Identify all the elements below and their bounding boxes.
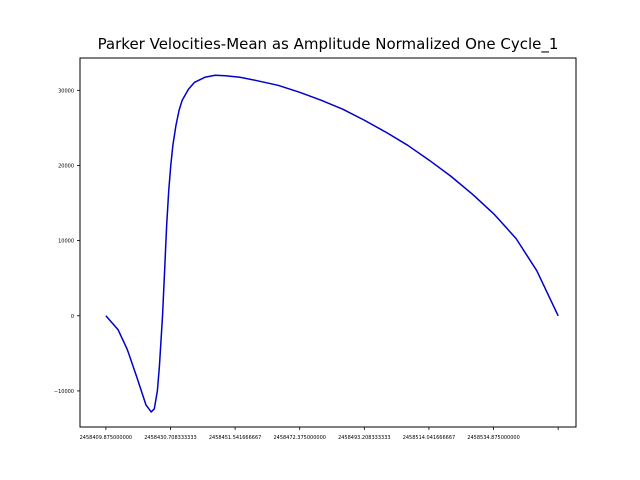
x-tick-label: 2458409.875000000 xyxy=(80,435,133,441)
chart-title: Parker Velocities-Mean as Amplitude Norm… xyxy=(98,35,559,54)
y-tick-label: 30000 xyxy=(58,88,74,94)
plot-area xyxy=(79,57,577,428)
x-tick-label: 2458451.541666667 xyxy=(209,435,262,441)
y-axis: −10000 0 10000 20000 30000 xyxy=(54,88,80,395)
x-axis: 2458409.875000000 2458430.708333333 245845… xyxy=(80,427,559,441)
y-tick-label: 0 xyxy=(71,314,74,320)
x-tick-label: 2458472.375000000 xyxy=(273,435,326,441)
series-line xyxy=(105,74,559,413)
x-tick-label: 2458493.208333333 xyxy=(338,435,391,441)
y-tick-label: 20000 xyxy=(58,163,74,169)
y-tick-label: 10000 xyxy=(58,239,74,245)
x-tick-label: 2458514.041666667 xyxy=(403,435,456,441)
y-tick-label: −10000 xyxy=(54,389,74,395)
x-tick-label: 2458430.708333333 xyxy=(144,435,197,441)
x-tick-label: 2458534.875000000 xyxy=(467,435,520,441)
